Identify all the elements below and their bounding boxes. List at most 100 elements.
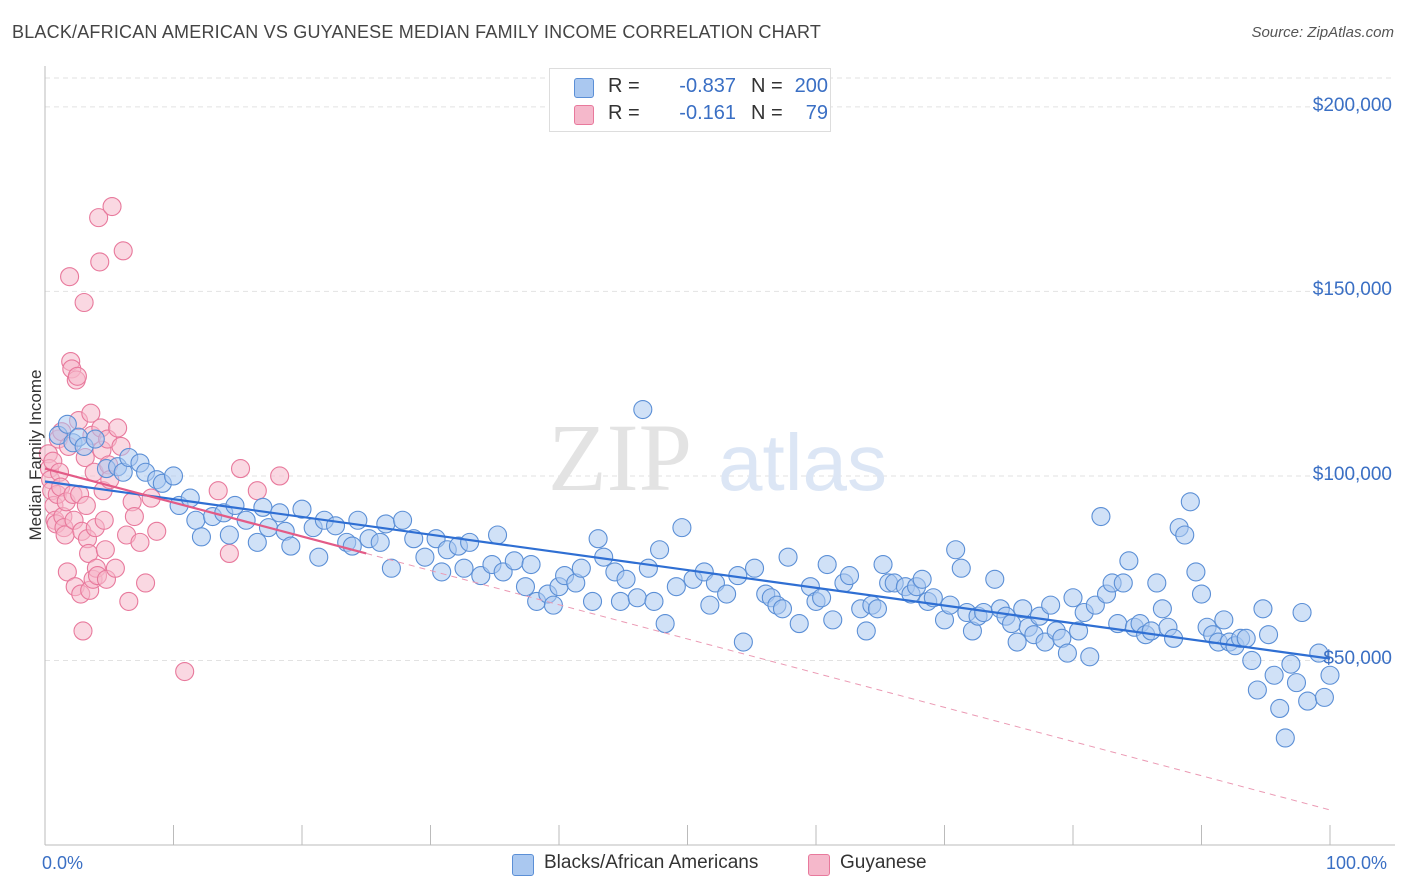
- black-point: [638, 558, 658, 578]
- black-point: [191, 527, 211, 547]
- black-point: [1080, 647, 1100, 667]
- black-point: [772, 599, 793, 619]
- black-point: [1286, 673, 1307, 693]
- guyanese-point: [105, 558, 125, 578]
- guyanese-point: [230, 459, 251, 479]
- guyanese-point: [95, 540, 115, 560]
- black-point: [1253, 599, 1273, 619]
- black-point: [1119, 551, 1139, 571]
- black-point: [856, 621, 876, 641]
- black-point: [57, 414, 77, 434]
- black-point: [219, 525, 239, 545]
- black-point: [1001, 614, 1022, 634]
- black-point: [1236, 628, 1256, 648]
- black-point: [1147, 573, 1167, 593]
- guyanese-point: [73, 621, 93, 641]
- black-point: [744, 558, 765, 578]
- legend-r-label: R =: [608, 102, 640, 124]
- guyanese-point: [270, 466, 290, 486]
- guyanese-point: [247, 481, 267, 501]
- black-point: [1270, 698, 1290, 719]
- y-tick-label: $50,000: [1323, 648, 1392, 670]
- black-point: [1214, 610, 1234, 630]
- black-point: [504, 551, 524, 571]
- y-tick-label: $100,000: [1312, 463, 1392, 485]
- black-point: [1057, 643, 1077, 663]
- black-point: [1175, 525, 1195, 545]
- black-point: [460, 532, 480, 552]
- guyanese-point: [147, 521, 167, 541]
- black-point: [1320, 665, 1340, 685]
- black-point: [186, 510, 206, 530]
- black-point: [650, 540, 670, 560]
- black-point: [253, 497, 273, 517]
- black-point: [672, 518, 692, 538]
- black-point: [521, 554, 541, 575]
- black-point: [281, 536, 301, 556]
- guyanese-point: [108, 418, 128, 438]
- guyanese-point: [130, 532, 150, 552]
- legend-swatch-black: [574, 78, 594, 98]
- chart-title: BLACK/AFRICAN AMERICAN VS GUYANESE MEDIA…: [12, 22, 822, 42]
- black-point: [655, 614, 675, 634]
- black-point: [666, 577, 686, 597]
- y-axis-title: Median Family Income: [26, 369, 45, 541]
- x-tick-label-right: 100.0%: [1326, 853, 1388, 873]
- legend-swatch-guyanese: [574, 105, 594, 125]
- legend-r-value: -0.837: [679, 75, 736, 97]
- black-point: [1063, 588, 1083, 608]
- black-point: [817, 554, 837, 575]
- guyanese-point: [208, 481, 228, 501]
- black-point: [700, 595, 720, 615]
- black-point: [1258, 625, 1279, 645]
- black-point: [1013, 599, 1033, 619]
- black-point: [381, 558, 401, 578]
- black-point: [1141, 621, 1161, 641]
- guyanese-point: [94, 510, 114, 530]
- watermark: ZIP atlas: [548, 404, 887, 511]
- black-point: [610, 591, 631, 611]
- guyanese-point: [219, 543, 239, 564]
- guyanese-point: [74, 292, 94, 313]
- black-point: [225, 495, 245, 516]
- black-point: [1298, 691, 1318, 711]
- black-point: [370, 532, 390, 552]
- black-point: [951, 558, 971, 578]
- black-point: [1152, 599, 1172, 619]
- guyanese-point: [81, 403, 101, 423]
- black-point: [1186, 562, 1206, 582]
- black-point: [912, 569, 932, 589]
- black-point: [823, 610, 843, 630]
- legend-r-value: -0.161: [679, 102, 736, 124]
- black-point: [432, 562, 452, 582]
- black-point: [733, 632, 753, 652]
- guyanese-point: [175, 661, 195, 682]
- black-point: [1069, 621, 1089, 641]
- black-trend-line: [44, 480, 1331, 660]
- black-point: [1264, 665, 1284, 685]
- black-point: [789, 614, 809, 634]
- watermark-atlas: atlas: [718, 418, 887, 507]
- bottom-legend-swatch-black: [512, 854, 534, 876]
- black-point: [454, 558, 474, 578]
- black-point: [1041, 595, 1061, 615]
- black-point: [717, 584, 737, 604]
- guyanese-point: [67, 366, 87, 386]
- black-point: [163, 466, 184, 486]
- black-point: [644, 591, 664, 611]
- legend-n-value: 79: [805, 102, 828, 124]
- black-point: [867, 599, 888, 619]
- black-point: [487, 525, 508, 545]
- y-tick-label: $200,000: [1312, 94, 1392, 116]
- legend-n-value: 200: [794, 75, 828, 97]
- black-point: [633, 399, 653, 420]
- black-points: [48, 399, 1340, 748]
- black-point: [1091, 506, 1111, 527]
- legend-n-label: N =: [751, 75, 783, 97]
- guyanese-point: [60, 267, 80, 287]
- y-tick-label: $150,000: [1312, 279, 1392, 301]
- black-point: [1113, 573, 1133, 593]
- source-label: Source: ZipAtlas.com: [1251, 24, 1394, 41]
- bottom-legend-label-guyanese: Guyanese: [840, 852, 927, 873]
